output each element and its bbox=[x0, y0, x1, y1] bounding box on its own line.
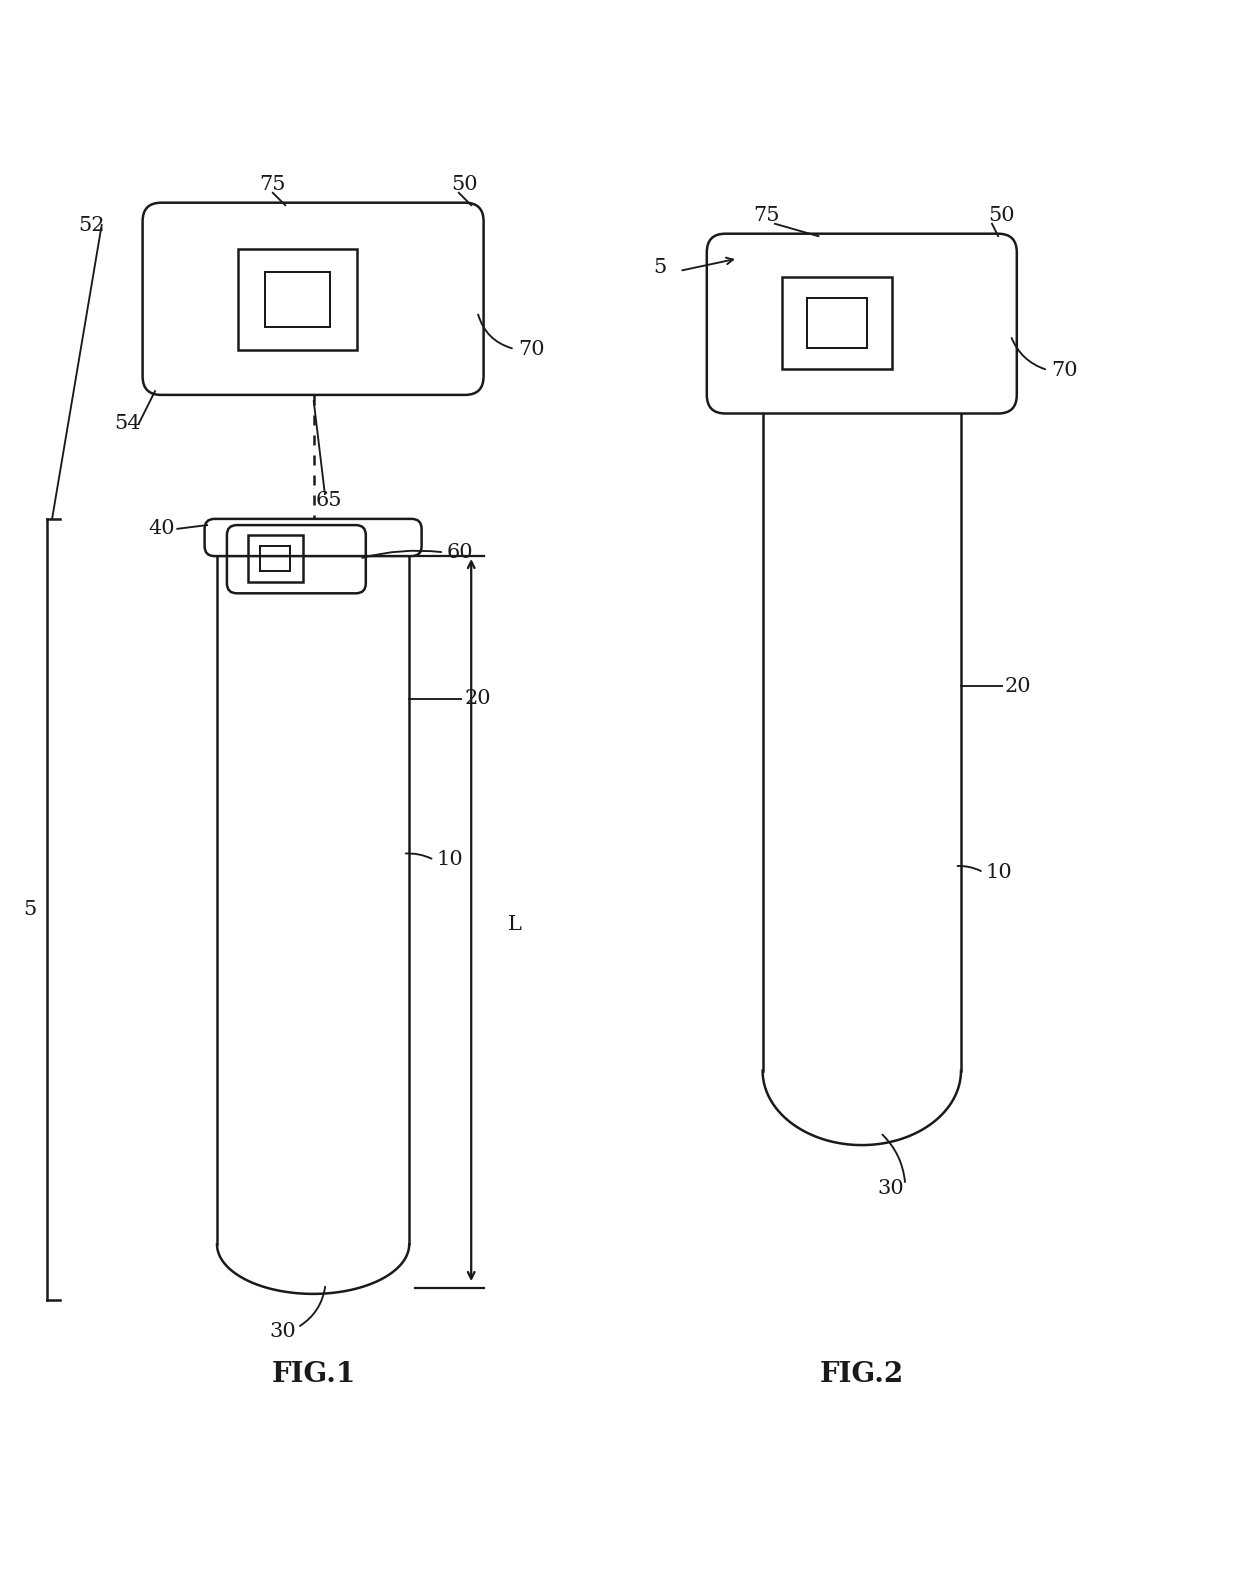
Text: 75: 75 bbox=[753, 206, 780, 225]
Bar bbox=[807, 297, 867, 349]
Bar bbox=[265, 272, 330, 327]
Text: 20: 20 bbox=[1004, 677, 1030, 696]
Bar bbox=[260, 547, 290, 572]
Text: 40: 40 bbox=[148, 520, 175, 539]
Text: 50: 50 bbox=[451, 174, 479, 193]
Text: 30: 30 bbox=[269, 1321, 296, 1340]
Text: 10: 10 bbox=[436, 850, 464, 869]
Text: 65: 65 bbox=[315, 490, 342, 511]
Text: 20: 20 bbox=[465, 690, 491, 709]
Text: L: L bbox=[507, 914, 522, 933]
Text: 30: 30 bbox=[877, 1178, 904, 1199]
Text: 52: 52 bbox=[78, 215, 105, 234]
Text: 10: 10 bbox=[986, 862, 1013, 881]
Bar bbox=[238, 248, 357, 350]
Text: 5: 5 bbox=[24, 900, 36, 919]
Text: 75: 75 bbox=[259, 174, 286, 193]
Text: FIG.1: FIG.1 bbox=[272, 1360, 356, 1389]
Text: FIG.2: FIG.2 bbox=[820, 1360, 904, 1389]
Text: 60: 60 bbox=[446, 544, 472, 562]
Text: 70: 70 bbox=[1052, 361, 1078, 380]
Text: 50: 50 bbox=[988, 206, 1016, 225]
Bar bbox=[248, 536, 303, 581]
Text: 54: 54 bbox=[114, 413, 141, 434]
Text: 70: 70 bbox=[518, 339, 544, 358]
Text: 5: 5 bbox=[653, 258, 666, 276]
Bar bbox=[782, 276, 892, 369]
